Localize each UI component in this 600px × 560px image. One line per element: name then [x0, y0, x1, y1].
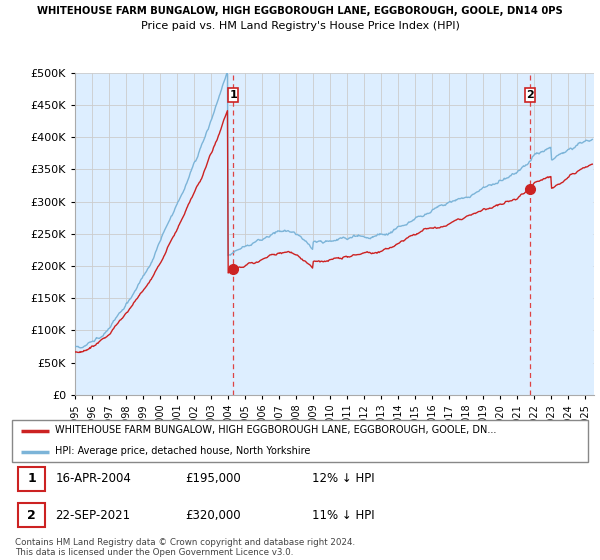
Text: 12% ↓ HPI: 12% ↓ HPI	[311, 473, 374, 486]
FancyBboxPatch shape	[18, 466, 46, 491]
Text: £320,000: £320,000	[185, 508, 241, 521]
Text: 16-APR-2004: 16-APR-2004	[55, 473, 131, 486]
Text: 1: 1	[27, 473, 36, 486]
FancyBboxPatch shape	[12, 420, 588, 462]
Text: 2: 2	[27, 508, 36, 521]
Text: 1: 1	[229, 90, 237, 100]
Text: Contains HM Land Registry data © Crown copyright and database right 2024.
This d: Contains HM Land Registry data © Crown c…	[15, 538, 355, 557]
Text: Price paid vs. HM Land Registry's House Price Index (HPI): Price paid vs. HM Land Registry's House …	[140, 21, 460, 31]
Text: £195,000: £195,000	[185, 473, 241, 486]
Text: 2: 2	[526, 90, 533, 100]
Text: WHITEHOUSE FARM BUNGALOW, HIGH EGGBOROUGH LANE, EGGBOROUGH, GOOLE, DN...: WHITEHOUSE FARM BUNGALOW, HIGH EGGBOROUG…	[55, 426, 497, 436]
FancyBboxPatch shape	[18, 503, 46, 528]
Text: 11% ↓ HPI: 11% ↓ HPI	[311, 508, 374, 521]
Text: HPI: Average price, detached house, North Yorkshire: HPI: Average price, detached house, Nort…	[55, 446, 311, 456]
FancyBboxPatch shape	[524, 88, 535, 102]
FancyBboxPatch shape	[228, 88, 238, 102]
Text: 22-SEP-2021: 22-SEP-2021	[55, 508, 130, 521]
Text: WHITEHOUSE FARM BUNGALOW, HIGH EGGBOROUGH LANE, EGGBOROUGH, GOOLE, DN14 0PS: WHITEHOUSE FARM BUNGALOW, HIGH EGGBOROUG…	[37, 6, 563, 16]
